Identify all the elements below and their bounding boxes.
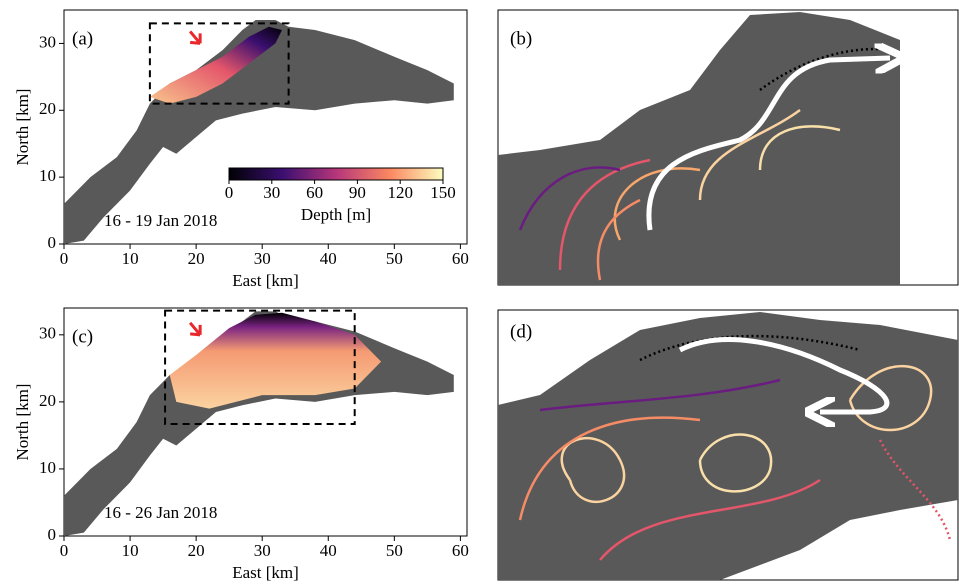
panel-label: (b) <box>510 28 532 49</box>
colorbar-tick-label: 30 <box>263 183 280 202</box>
x-tick-label: 10 <box>122 541 139 560</box>
x-tick-label: 30 <box>254 541 271 560</box>
colorbar-label: Depth [m] <box>301 205 371 224</box>
zoom-panel-b: (b) <box>497 9 959 286</box>
y-tick-label: 20 <box>39 391 56 410</box>
x-tick-label: 60 <box>452 249 469 268</box>
colorbar-tick-label: 120 <box>387 183 413 202</box>
trajectories <box>518 334 952 561</box>
colorbar-tick-label: 0 <box>225 183 234 202</box>
annotation: 16 - 26 Jan 2018 <box>104 503 217 522</box>
y-tick-label: 10 <box>39 166 56 185</box>
y-tick-label: 30 <box>39 32 56 51</box>
arrow <box>646 58 890 231</box>
colorbar <box>228 167 444 181</box>
panel-label: (d) <box>510 321 532 342</box>
map-panel: 0 10 20 30 40 50 60 0 10 20 30 East [km] North [km] (… <box>13 307 469 582</box>
panels: 0 10 20 30 40 50 60 0 10 20 30 East [km] North [km] (… <box>13 9 469 582</box>
trajectories <box>518 47 891 281</box>
plume <box>169 312 382 409</box>
y-tick-label: 0 <box>48 233 57 252</box>
colorbar-tick-label: 150 <box>430 183 456 202</box>
x-tick-label: 40 <box>320 541 337 560</box>
zoom-panel-d: (d) <box>497 309 959 581</box>
y-axis-label: North [km] <box>13 89 32 166</box>
x-tick-label: 0 <box>60 541 69 560</box>
y-tick-label: 20 <box>39 99 56 118</box>
zoom-box <box>164 309 356 426</box>
arrow <box>678 337 890 412</box>
plume <box>149 26 283 104</box>
x-tick-label: 0 <box>60 249 69 268</box>
x-tick-label: 60 <box>452 541 469 560</box>
colorbar-tick-label: 60 <box>306 183 323 202</box>
x-axis-label: East [km] <box>232 563 299 582</box>
x-tick-label: 30 <box>254 249 271 268</box>
x-tick-label: 10 <box>122 249 139 268</box>
x-axis-label: East [km] <box>232 271 299 290</box>
red-arrow <box>188 30 202 45</box>
annotation: 16 - 19 Jan 2018 <box>104 211 217 230</box>
map-panel: 0 10 20 30 40 50 60 0 10 20 30 East [km] North [km] (… <box>13 9 469 290</box>
zoom-box <box>148 22 290 105</box>
lake <box>498 312 958 580</box>
panel-label: (a) <box>72 28 93 49</box>
x-tick-label: 40 <box>320 249 337 268</box>
y-tick-label: 10 <box>39 458 56 477</box>
red-arrow <box>188 321 202 337</box>
x-tick-label: 20 <box>188 249 205 268</box>
colorbar-tick-label: 90 <box>349 183 366 202</box>
x-tick-label: 50 <box>386 541 403 560</box>
y-axis-label: North [km] <box>13 384 32 461</box>
x-tick-label: 20 <box>188 541 205 560</box>
y-tick-label: 30 <box>39 324 56 343</box>
y-tick-label: 0 <box>48 525 57 544</box>
x-tick-label: 50 <box>386 249 403 268</box>
panel-label: (c) <box>72 326 93 347</box>
lake <box>64 20 454 245</box>
lake <box>498 12 900 285</box>
